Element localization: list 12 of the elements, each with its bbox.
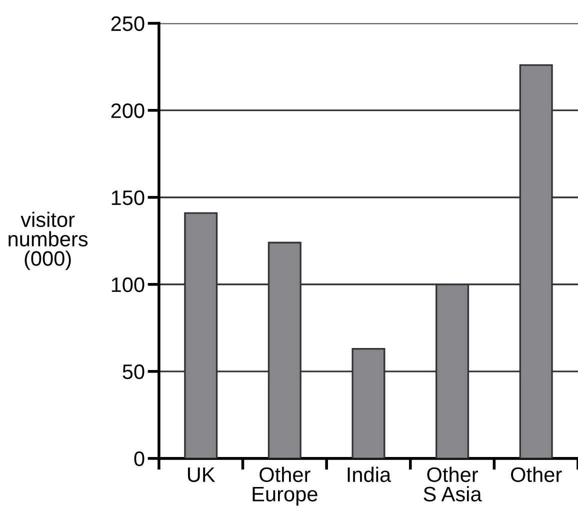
y-tick-label: 250 [111,16,144,32]
y-tick-label: 0 [134,451,144,466]
x-tick-label: Other [511,466,562,482]
y-axis-title: visitor numbers (000) [8,212,88,270]
x-tick-label: India [348,466,392,482]
x-tick-label: Other Europe [252,466,318,506]
x-tick-label: Other S Asia [424,466,482,502]
y-tick-label: 50 [122,364,144,380]
y-tick-label: 100 [112,277,144,292]
x-tick-label: UK [188,468,216,482]
y-tick-label: 200 [111,103,144,118]
y-tick-label: 150 [112,190,144,206]
